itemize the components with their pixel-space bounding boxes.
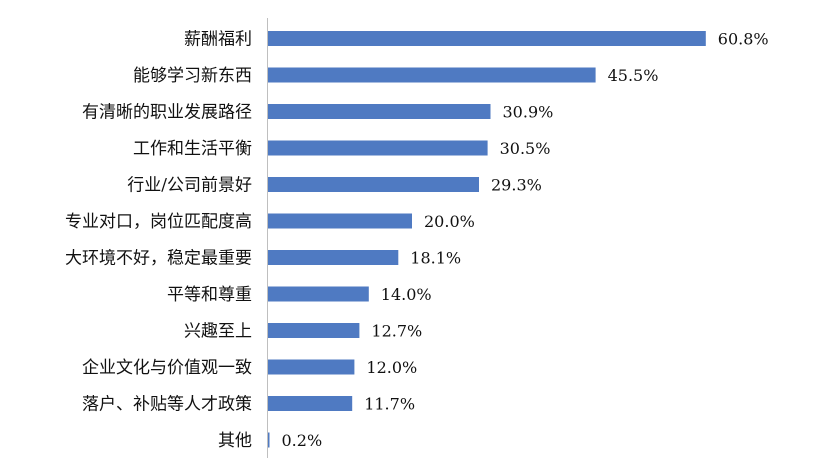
category-label: 专业对口，岗位匹配度高: [65, 212, 252, 232]
bar: [268, 67, 596, 83]
category-label: 能够学习新东西: [133, 66, 252, 86]
category-label: 大环境不好，稳定最重要: [65, 249, 252, 269]
value-label: 20.0%: [424, 212, 475, 231]
value-label: 30.9%: [503, 103, 554, 122]
category-label: 行业/公司前景好: [127, 176, 252, 196]
value-label: 29.3%: [491, 176, 542, 195]
category-label: 落户、补贴等人才政策: [82, 395, 252, 415]
value-label: 11.7%: [364, 395, 415, 414]
value-label: 60.8%: [718, 30, 769, 49]
bar: [268, 396, 353, 411]
bar: [268, 286, 369, 302]
bars-group: [268, 31, 706, 448]
category-label: 工作和生活平衡: [133, 139, 252, 159]
bar: [268, 213, 412, 229]
value-label: 45.5%: [608, 66, 659, 85]
category-label: 其他: [218, 431, 252, 451]
value-label: 12.7%: [371, 322, 422, 341]
value-label: 14.0%: [381, 285, 432, 304]
bar: [268, 359, 355, 375]
category-label: 平等和尊重: [167, 285, 252, 305]
bar: [268, 104, 491, 119]
bar: [268, 323, 360, 338]
category-labels-group: 薪酬福利能够学习新东西有清晰的职业发展路径工作和生活平衡行业/公司前景好专业对口…: [65, 30, 252, 452]
category-label: 兴趣至上: [184, 322, 252, 342]
bar: [268, 177, 479, 192]
value-labels-group: 60.8% 45.5% 30.9% 30.5% 29.3% 20.0% 18.1% 14.0%…: [282, 30, 769, 451]
value-label: 18.1%: [410, 249, 461, 268]
value-label: 30.5%: [500, 139, 551, 158]
value-label: 0.2%: [282, 431, 323, 450]
category-label: 有清晰的职业发展路径: [82, 103, 252, 123]
category-label: 薪酬福利: [184, 30, 252, 50]
value-label: 12.0%: [366, 358, 417, 377]
bar: [268, 140, 488, 156]
bar: [268, 432, 270, 448]
bar: [268, 31, 706, 46]
category-label: 企业文化与价值观一致: [82, 358, 252, 378]
bar: [268, 250, 399, 265]
